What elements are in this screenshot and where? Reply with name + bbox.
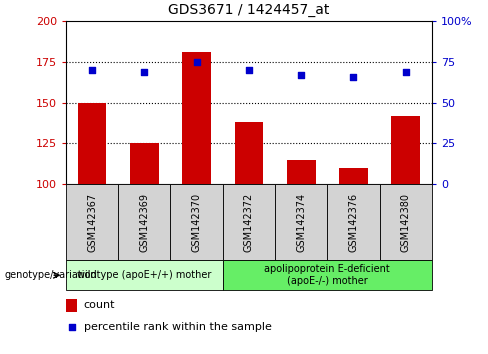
Bar — [182, 52, 211, 184]
Bar — [380, 184, 432, 260]
Bar — [78, 103, 106, 184]
Bar — [130, 143, 159, 184]
Text: GSM142380: GSM142380 — [401, 193, 411, 252]
Point — [297, 72, 305, 78]
Text: wildtype (apoE+/+) mother: wildtype (apoE+/+) mother — [77, 270, 211, 280]
Point — [88, 67, 96, 73]
Text: percentile rank within the sample: percentile rank within the sample — [84, 322, 272, 332]
Text: apolipoprotein E-deficient
(apoE-/-) mother: apolipoprotein E-deficient (apoE-/-) mot… — [264, 264, 390, 286]
Point — [141, 69, 148, 75]
Bar — [275, 184, 327, 260]
Text: GSM142374: GSM142374 — [296, 193, 306, 252]
Text: GSM142370: GSM142370 — [192, 193, 202, 252]
Text: GSM142367: GSM142367 — [87, 193, 97, 252]
Bar — [118, 184, 170, 260]
Bar — [327, 184, 380, 260]
Point — [402, 69, 409, 75]
Text: GSM142372: GSM142372 — [244, 193, 254, 252]
Text: count: count — [84, 300, 115, 310]
Bar — [223, 184, 275, 260]
Bar — [223, 260, 432, 290]
Bar — [66, 184, 118, 260]
Bar — [235, 122, 263, 184]
Title: GDS3671 / 1424457_at: GDS3671 / 1424457_at — [168, 4, 329, 17]
Bar — [170, 184, 223, 260]
Point — [193, 59, 201, 65]
Point — [68, 324, 76, 330]
Bar — [66, 299, 78, 312]
Text: GSM142376: GSM142376 — [348, 193, 359, 252]
Bar — [339, 168, 368, 184]
Text: GSM142369: GSM142369 — [139, 193, 149, 252]
Point — [349, 74, 357, 79]
Bar — [287, 160, 316, 184]
Point — [245, 67, 253, 73]
Bar — [391, 116, 420, 184]
Text: genotype/variation: genotype/variation — [5, 270, 98, 280]
Bar — [66, 260, 223, 290]
